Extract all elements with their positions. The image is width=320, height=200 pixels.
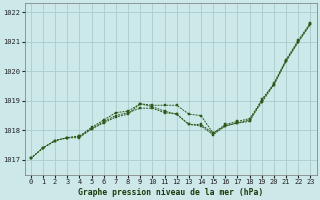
X-axis label: Graphe pression niveau de la mer (hPa): Graphe pression niveau de la mer (hPa) — [78, 188, 263, 197]
